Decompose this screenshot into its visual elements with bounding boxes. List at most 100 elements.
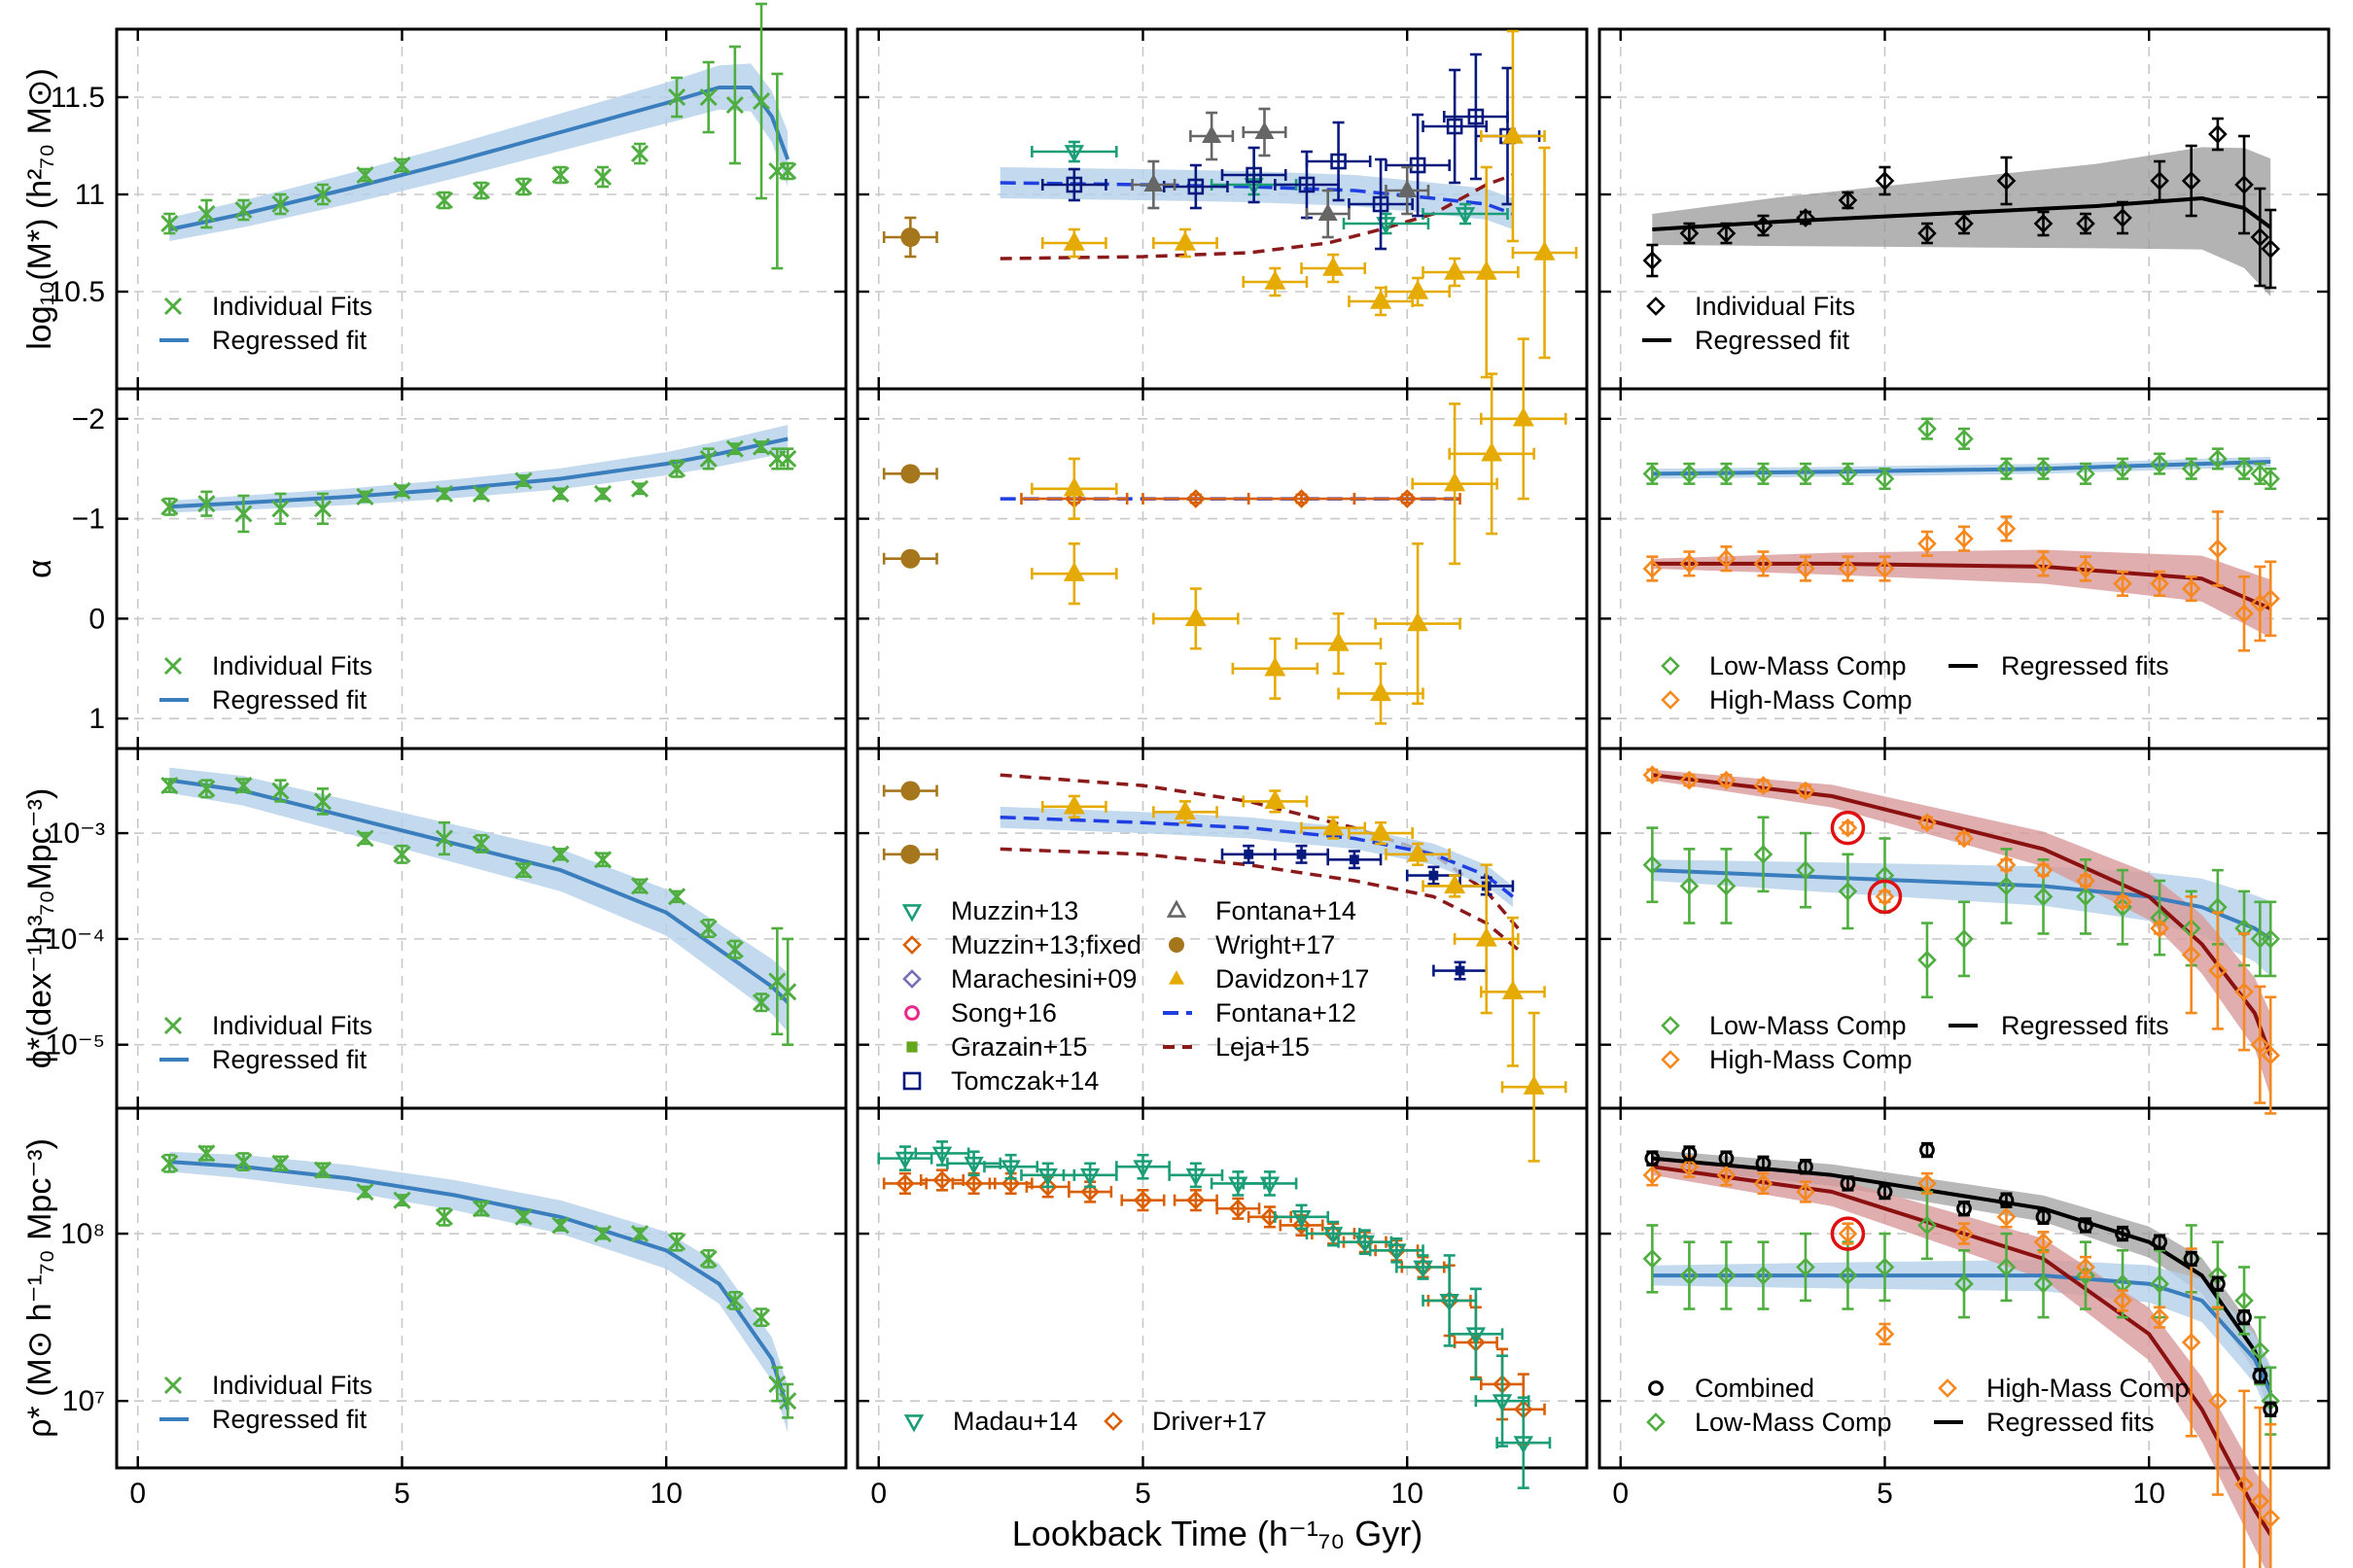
outlier-circle-b (1867, 879, 1903, 915)
high-point-5 (1838, 1224, 1858, 1243)
low-point-0 (1642, 1249, 1663, 1269)
point-14 (699, 1249, 718, 1268)
high-point-14 (2181, 578, 2201, 599)
comb-point-8 (1956, 1201, 1972, 1217)
point-15 (2208, 124, 2228, 144)
point-10-stroke-b (551, 1216, 570, 1235)
point-13-stroke-b (668, 1233, 686, 1251)
x-tick-label: 0 (1612, 1478, 1629, 1510)
point-2 (234, 505, 253, 523)
low-point-16 (2234, 1291, 2254, 1310)
point-10 (551, 484, 570, 503)
legend-c3-r4-a-key-0 (1648, 1380, 1664, 1396)
point-18 (779, 449, 797, 469)
point-3-stroke-b (271, 194, 290, 214)
driver17-point-6 (1133, 1190, 1153, 1210)
point-12 (630, 877, 650, 895)
point-9 (1996, 171, 2017, 191)
point-5-stroke-b (356, 1182, 374, 1202)
low-point-3 (1753, 1266, 1774, 1285)
point-5-stroke-b (356, 487, 374, 506)
high-point-2 (1716, 1166, 1737, 1185)
point-1 (197, 495, 216, 513)
point-6-stroke-b (393, 156, 411, 175)
tomczak14-point-3 (1298, 176, 1316, 193)
point-16 (752, 993, 771, 1012)
point-5-stroke-b (356, 165, 374, 185)
driver17-point-2 (964, 1173, 984, 1194)
legend-c2-left-label-5: Tomczak+14 (951, 1066, 1099, 1096)
low-point-8 (1954, 929, 1974, 949)
point-16 (752, 437, 771, 456)
point-3-stroke-b (271, 782, 290, 800)
point-2 (234, 1153, 253, 1171)
legend-c1-r1-label-1: Regressed fit (212, 326, 368, 355)
point-10 (2033, 214, 2054, 233)
comb-point-18 (2263, 1401, 2279, 1417)
legend-c3-r4-b-label-0: High-Mass Comp (1986, 1374, 2190, 1403)
panel-c2-r4: 0 5 10 (856, 1106, 1589, 1510)
legend-c2-r4-a-label-0: Madau+14 (953, 1407, 1077, 1436)
regressed-fit-line (169, 778, 790, 1004)
legend-c1-r2-key-0-stroke-b (163, 656, 183, 676)
low-point-2 (1716, 1266, 1737, 1285)
high-band (1652, 769, 2271, 1098)
panel-frame (856, 387, 1589, 750)
panel-c1-r4: 10⁷ 10⁸ 0 5 10 (60, 1106, 848, 1510)
fontana14-point-3 (1317, 203, 1338, 221)
legend-c2-left-key-3 (904, 1005, 920, 1021)
point-9 (514, 471, 533, 490)
y-tick-label: 10⁷ (62, 1385, 105, 1417)
series-c1-r3: Individual Fits Regressed fit (159, 767, 797, 1074)
y-tick-label: 10⁸ (60, 1218, 105, 1250)
low-point-5 (1838, 882, 1858, 901)
panel-c2-r2 (856, 387, 1589, 750)
legend-c1-r4-label-0: Individual Fits (212, 1371, 372, 1400)
point-18-stroke-b (779, 983, 797, 1001)
y-tick-label: 11 (75, 179, 105, 211)
madau14-point-8 (1228, 1176, 1248, 1195)
low-point-4 (1796, 860, 1815, 880)
davidzon17-point-8 (1481, 441, 1503, 462)
point-13 (668, 87, 686, 107)
fit-band (1652, 147, 2271, 296)
point-2-stroke-b (234, 505, 253, 523)
point-4 (1796, 208, 1815, 227)
leja15-line (1000, 173, 1514, 261)
legend-c3-r2-a-key-1 (1661, 690, 1680, 710)
series-c3-r2: Low-Mass Comp High-Mass Comp Regressed fit… (1642, 417, 2281, 714)
davidzon17-point-4 (1370, 820, 1392, 841)
driver17-point-7 (1185, 1190, 1206, 1210)
point-18 (779, 983, 797, 1001)
high-point-8 (1954, 828, 1974, 849)
point-2 (234, 777, 253, 795)
high-point-17 (2250, 1034, 2270, 1055)
comb-point-2 (1718, 1150, 1735, 1167)
point-11-stroke-b (593, 484, 613, 503)
point-0-stroke-b (160, 777, 179, 795)
legend-c3-r3-a-label-0: Low-Mass Comp (1709, 1011, 1907, 1040)
low-point-6 (1875, 865, 1895, 886)
tomczak14-point-1 (1187, 178, 1205, 195)
outlier-circle (1830, 1216, 1866, 1251)
fontana12-band (1000, 167, 1513, 229)
comb-point-6 (1877, 1184, 1893, 1200)
point-15-stroke-b (725, 1291, 744, 1309)
wright17-point-0 (900, 781, 921, 801)
tomczak14-point-6 (1409, 157, 1426, 174)
legend-c3-r3-a-key-0 (1661, 1016, 1680, 1035)
legend-c2-left-label-1: Muzzin+13;fixed (951, 930, 1141, 959)
high-point-1 (1679, 554, 1700, 574)
low-point-17 (2250, 464, 2270, 484)
point-15-stroke-b (725, 95, 744, 115)
point-12-stroke-b (630, 144, 650, 163)
high-point-5 (1838, 559, 1858, 578)
high-point-14 (2181, 945, 2201, 965)
low-point-11 (2076, 1266, 2095, 1285)
low-point-18 (2261, 929, 2281, 949)
series-c2-r4: Madau+14 Driver+17 (877, 1140, 1552, 1489)
low-point-10 (2033, 459, 2054, 479)
madau14-point-9 (1259, 1176, 1281, 1195)
davidzon17-point-4 (1370, 289, 1392, 309)
panel-c1-r1: 10.5 11 11.5 (49, 27, 848, 391)
